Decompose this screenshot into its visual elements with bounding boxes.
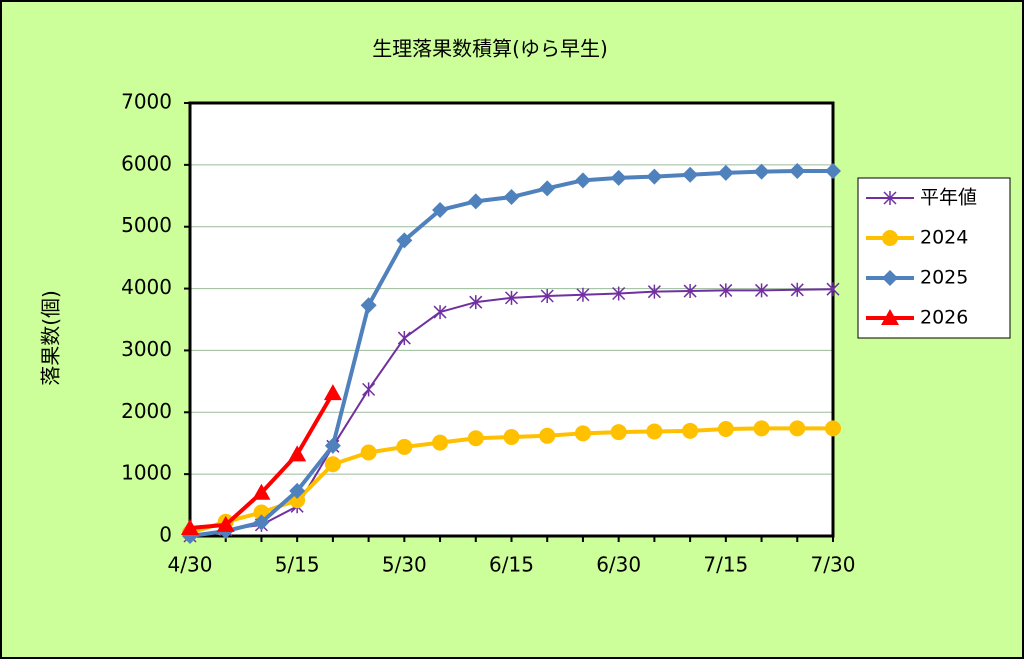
x-tick-label: 4/30 [168,553,213,577]
y-axis-label: 落果数(個) [39,290,63,386]
y-tick-label: 7000 [121,90,172,114]
y-tick-label: 3000 [121,337,172,361]
marker [503,429,520,446]
plot-border [188,101,835,538]
marker [574,172,591,189]
marker [540,288,554,303]
y-tick-label: 5000 [121,213,172,237]
marker [753,420,770,437]
marker [504,290,519,305]
legend-label: 2025 [920,267,968,289]
marker [717,420,734,437]
x-tick-label: 5/15 [275,553,320,577]
y-tick-label: 6000 [121,151,172,175]
marker [682,422,699,439]
marker [826,282,840,297]
marker [646,423,663,440]
marker [539,427,556,444]
marker [396,232,413,249]
marker [574,425,591,442]
marker [646,168,663,185]
y-tick-label: 4000 [121,275,172,299]
marker [825,163,841,180]
marker [683,284,697,299]
marker [360,444,377,461]
marker [362,382,376,397]
x-tick-label: 6/30 [596,553,641,577]
legend-marker [883,191,897,205]
legend-marker [882,270,898,286]
y-tick-label: 0 [159,523,172,547]
legend-marker [882,230,898,246]
marker [253,514,270,531]
legend-label: 平年値 [920,187,977,209]
marker [647,284,661,299]
legend [857,177,1011,339]
marker [467,193,484,210]
marker [252,483,271,500]
marker [467,430,484,447]
marker [433,305,447,320]
marker [432,202,449,219]
marker [755,283,769,298]
plot-area [190,103,833,536]
marker [288,445,307,462]
marker [397,331,411,346]
legend-label: 2026 [920,307,968,329]
marker [576,287,590,302]
marker [789,163,806,180]
marker [360,297,377,314]
legend-marker [881,309,899,325]
marker [682,166,699,183]
marker [612,286,626,301]
marker [503,189,520,206]
marker [323,384,342,401]
chart-title: 生理落果数積算(ゆら早生) [372,37,608,61]
y-tick-label: 1000 [121,461,172,485]
marker [396,438,413,455]
marker [825,420,841,437]
marker [539,180,556,197]
x-tick-label: 5/30 [382,553,427,577]
marker [324,456,341,473]
marker [324,437,341,454]
marker [432,434,449,451]
x-tick-label: 7/30 [811,553,856,577]
y-tick-label: 2000 [121,399,172,423]
marker [719,283,733,298]
marker [289,482,306,499]
x-tick-label: 7/15 [703,553,748,577]
marker [790,282,804,297]
x-tick-label: 6/15 [489,553,534,577]
legend-label: 2024 [920,227,968,249]
marker [181,518,199,535]
marker [216,515,235,532]
marker [469,295,483,310]
marker [717,164,734,181]
marker [610,424,627,441]
marker [789,420,806,437]
marker [753,163,770,180]
marker [610,169,627,186]
